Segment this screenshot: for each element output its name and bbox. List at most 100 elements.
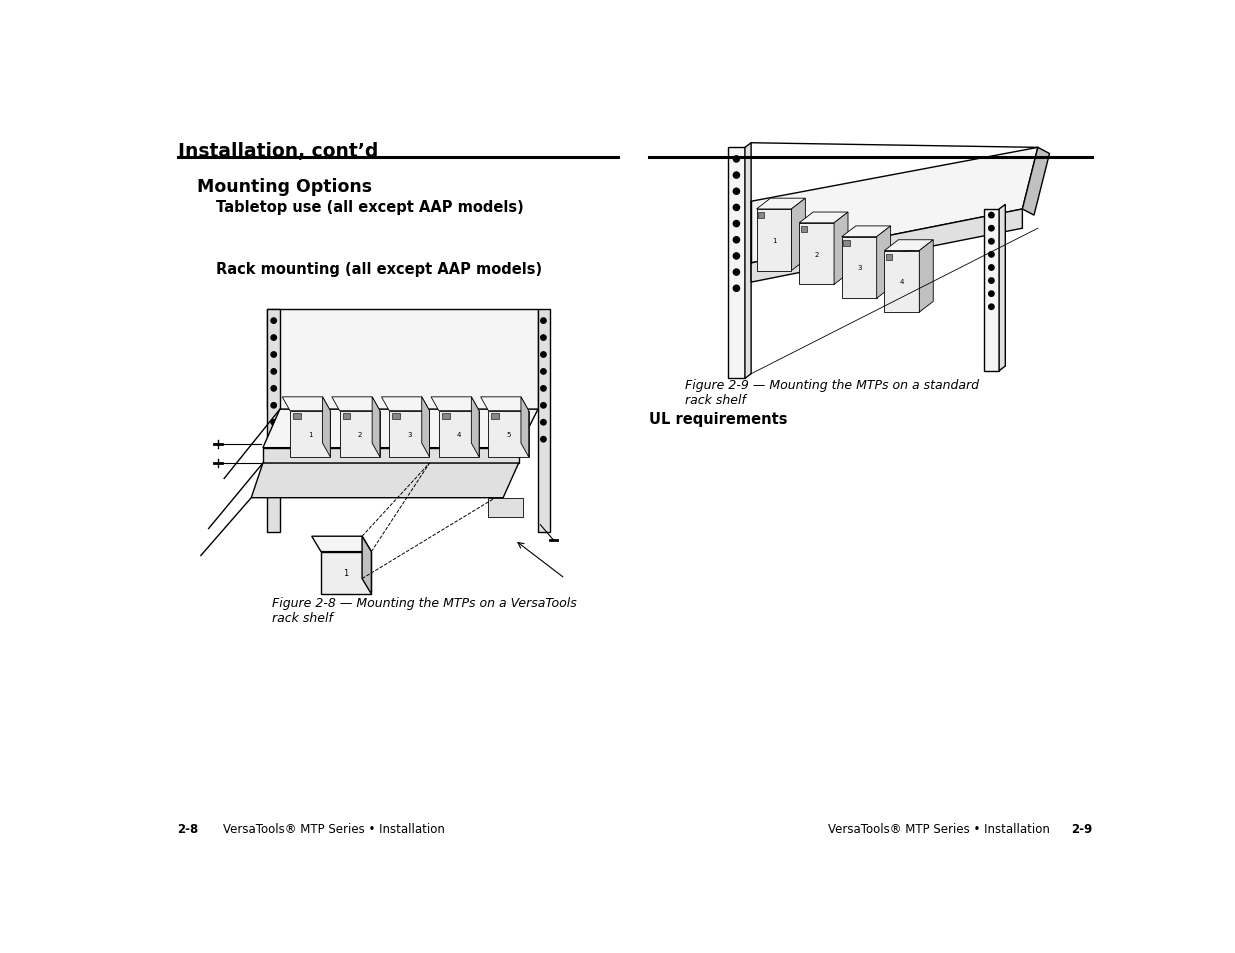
Polygon shape — [382, 397, 430, 412]
Circle shape — [270, 437, 277, 442]
Polygon shape — [332, 397, 380, 412]
Circle shape — [270, 403, 277, 409]
Polygon shape — [340, 412, 380, 457]
Circle shape — [989, 278, 994, 284]
Circle shape — [989, 226, 994, 232]
Text: 1: 1 — [772, 237, 777, 244]
Circle shape — [270, 370, 277, 375]
Polygon shape — [488, 498, 522, 517]
Polygon shape — [488, 412, 529, 457]
Text: 4: 4 — [457, 432, 461, 437]
Polygon shape — [362, 537, 372, 595]
Polygon shape — [842, 227, 890, 237]
Bar — [800, 227, 806, 233]
Polygon shape — [438, 412, 479, 457]
Circle shape — [734, 286, 740, 292]
Circle shape — [734, 189, 740, 195]
Polygon shape — [842, 237, 877, 299]
Text: Installation, cont’d: Installation, cont’d — [178, 142, 378, 161]
Polygon shape — [1023, 149, 1050, 216]
Polygon shape — [751, 149, 1037, 264]
Polygon shape — [267, 310, 538, 410]
Polygon shape — [799, 213, 848, 224]
Circle shape — [989, 305, 994, 310]
Text: 3: 3 — [857, 265, 862, 272]
Polygon shape — [263, 448, 519, 463]
Bar — [885, 254, 892, 260]
Text: 1: 1 — [343, 569, 348, 578]
Circle shape — [734, 237, 740, 244]
Polygon shape — [999, 205, 1005, 372]
Circle shape — [541, 335, 546, 341]
Circle shape — [541, 318, 546, 324]
Polygon shape — [877, 227, 890, 299]
Text: 4: 4 — [899, 279, 904, 285]
Text: 2-8: 2-8 — [178, 822, 199, 836]
Polygon shape — [389, 412, 430, 457]
Circle shape — [541, 403, 546, 409]
Text: Figure 2-8 — Mounting the MTPs on a VersaTools
rack shelf: Figure 2-8 — Mounting the MTPs on a Vers… — [272, 597, 577, 624]
Circle shape — [541, 437, 546, 442]
Circle shape — [541, 353, 546, 357]
Polygon shape — [283, 397, 330, 412]
Bar — [492, 414, 499, 419]
Text: 2-9: 2-9 — [1071, 822, 1092, 836]
Polygon shape — [538, 310, 550, 533]
Polygon shape — [757, 210, 792, 272]
Polygon shape — [983, 210, 999, 372]
Circle shape — [270, 335, 277, 341]
Circle shape — [734, 205, 740, 212]
Circle shape — [270, 420, 277, 425]
Text: 2: 2 — [814, 252, 819, 257]
Text: VersaTools® MTP Series • Installation: VersaTools® MTP Series • Installation — [222, 822, 445, 836]
Bar — [342, 414, 351, 419]
Polygon shape — [322, 397, 330, 457]
Circle shape — [541, 370, 546, 375]
Circle shape — [989, 253, 994, 258]
Polygon shape — [919, 240, 934, 313]
Polygon shape — [472, 397, 479, 457]
Polygon shape — [372, 397, 380, 457]
Bar — [844, 240, 850, 247]
Circle shape — [541, 386, 546, 392]
Text: VersaTools® MTP Series • Installation: VersaTools® MTP Series • Installation — [827, 822, 1050, 836]
Text: 3: 3 — [408, 432, 411, 437]
Circle shape — [734, 172, 740, 179]
Circle shape — [989, 239, 994, 245]
Polygon shape — [267, 310, 280, 533]
Text: Rack mounting (all except AAP models): Rack mounting (all except AAP models) — [216, 262, 542, 277]
Bar — [393, 414, 400, 419]
Polygon shape — [792, 199, 805, 272]
Text: Tabletop use (all except AAP models): Tabletop use (all except AAP models) — [216, 200, 524, 214]
Circle shape — [734, 156, 740, 163]
Circle shape — [734, 253, 740, 260]
Text: 2: 2 — [358, 432, 362, 437]
Bar — [758, 213, 764, 219]
Text: Figure 2-9 — Mounting the MTPs on a standard
rack shelf: Figure 2-9 — Mounting the MTPs on a stan… — [685, 379, 979, 407]
Polygon shape — [263, 410, 538, 448]
Polygon shape — [751, 210, 1023, 283]
Polygon shape — [745, 144, 751, 379]
Polygon shape — [834, 213, 848, 285]
Polygon shape — [311, 537, 372, 552]
Circle shape — [734, 270, 740, 275]
Polygon shape — [884, 240, 934, 252]
Text: 1: 1 — [308, 432, 312, 437]
Polygon shape — [727, 149, 745, 379]
Polygon shape — [757, 199, 805, 210]
Polygon shape — [421, 397, 430, 457]
Circle shape — [734, 221, 740, 228]
Circle shape — [989, 213, 994, 218]
Text: UL requirements: UL requirements — [648, 412, 788, 426]
Polygon shape — [251, 463, 519, 498]
Circle shape — [989, 292, 994, 297]
Polygon shape — [521, 397, 529, 457]
Polygon shape — [884, 252, 919, 313]
Circle shape — [270, 318, 277, 324]
Text: Mounting Options: Mounting Options — [198, 177, 372, 195]
Circle shape — [270, 353, 277, 357]
Text: 5: 5 — [506, 432, 511, 437]
Polygon shape — [480, 397, 529, 412]
Polygon shape — [431, 397, 479, 412]
Bar — [442, 414, 450, 419]
